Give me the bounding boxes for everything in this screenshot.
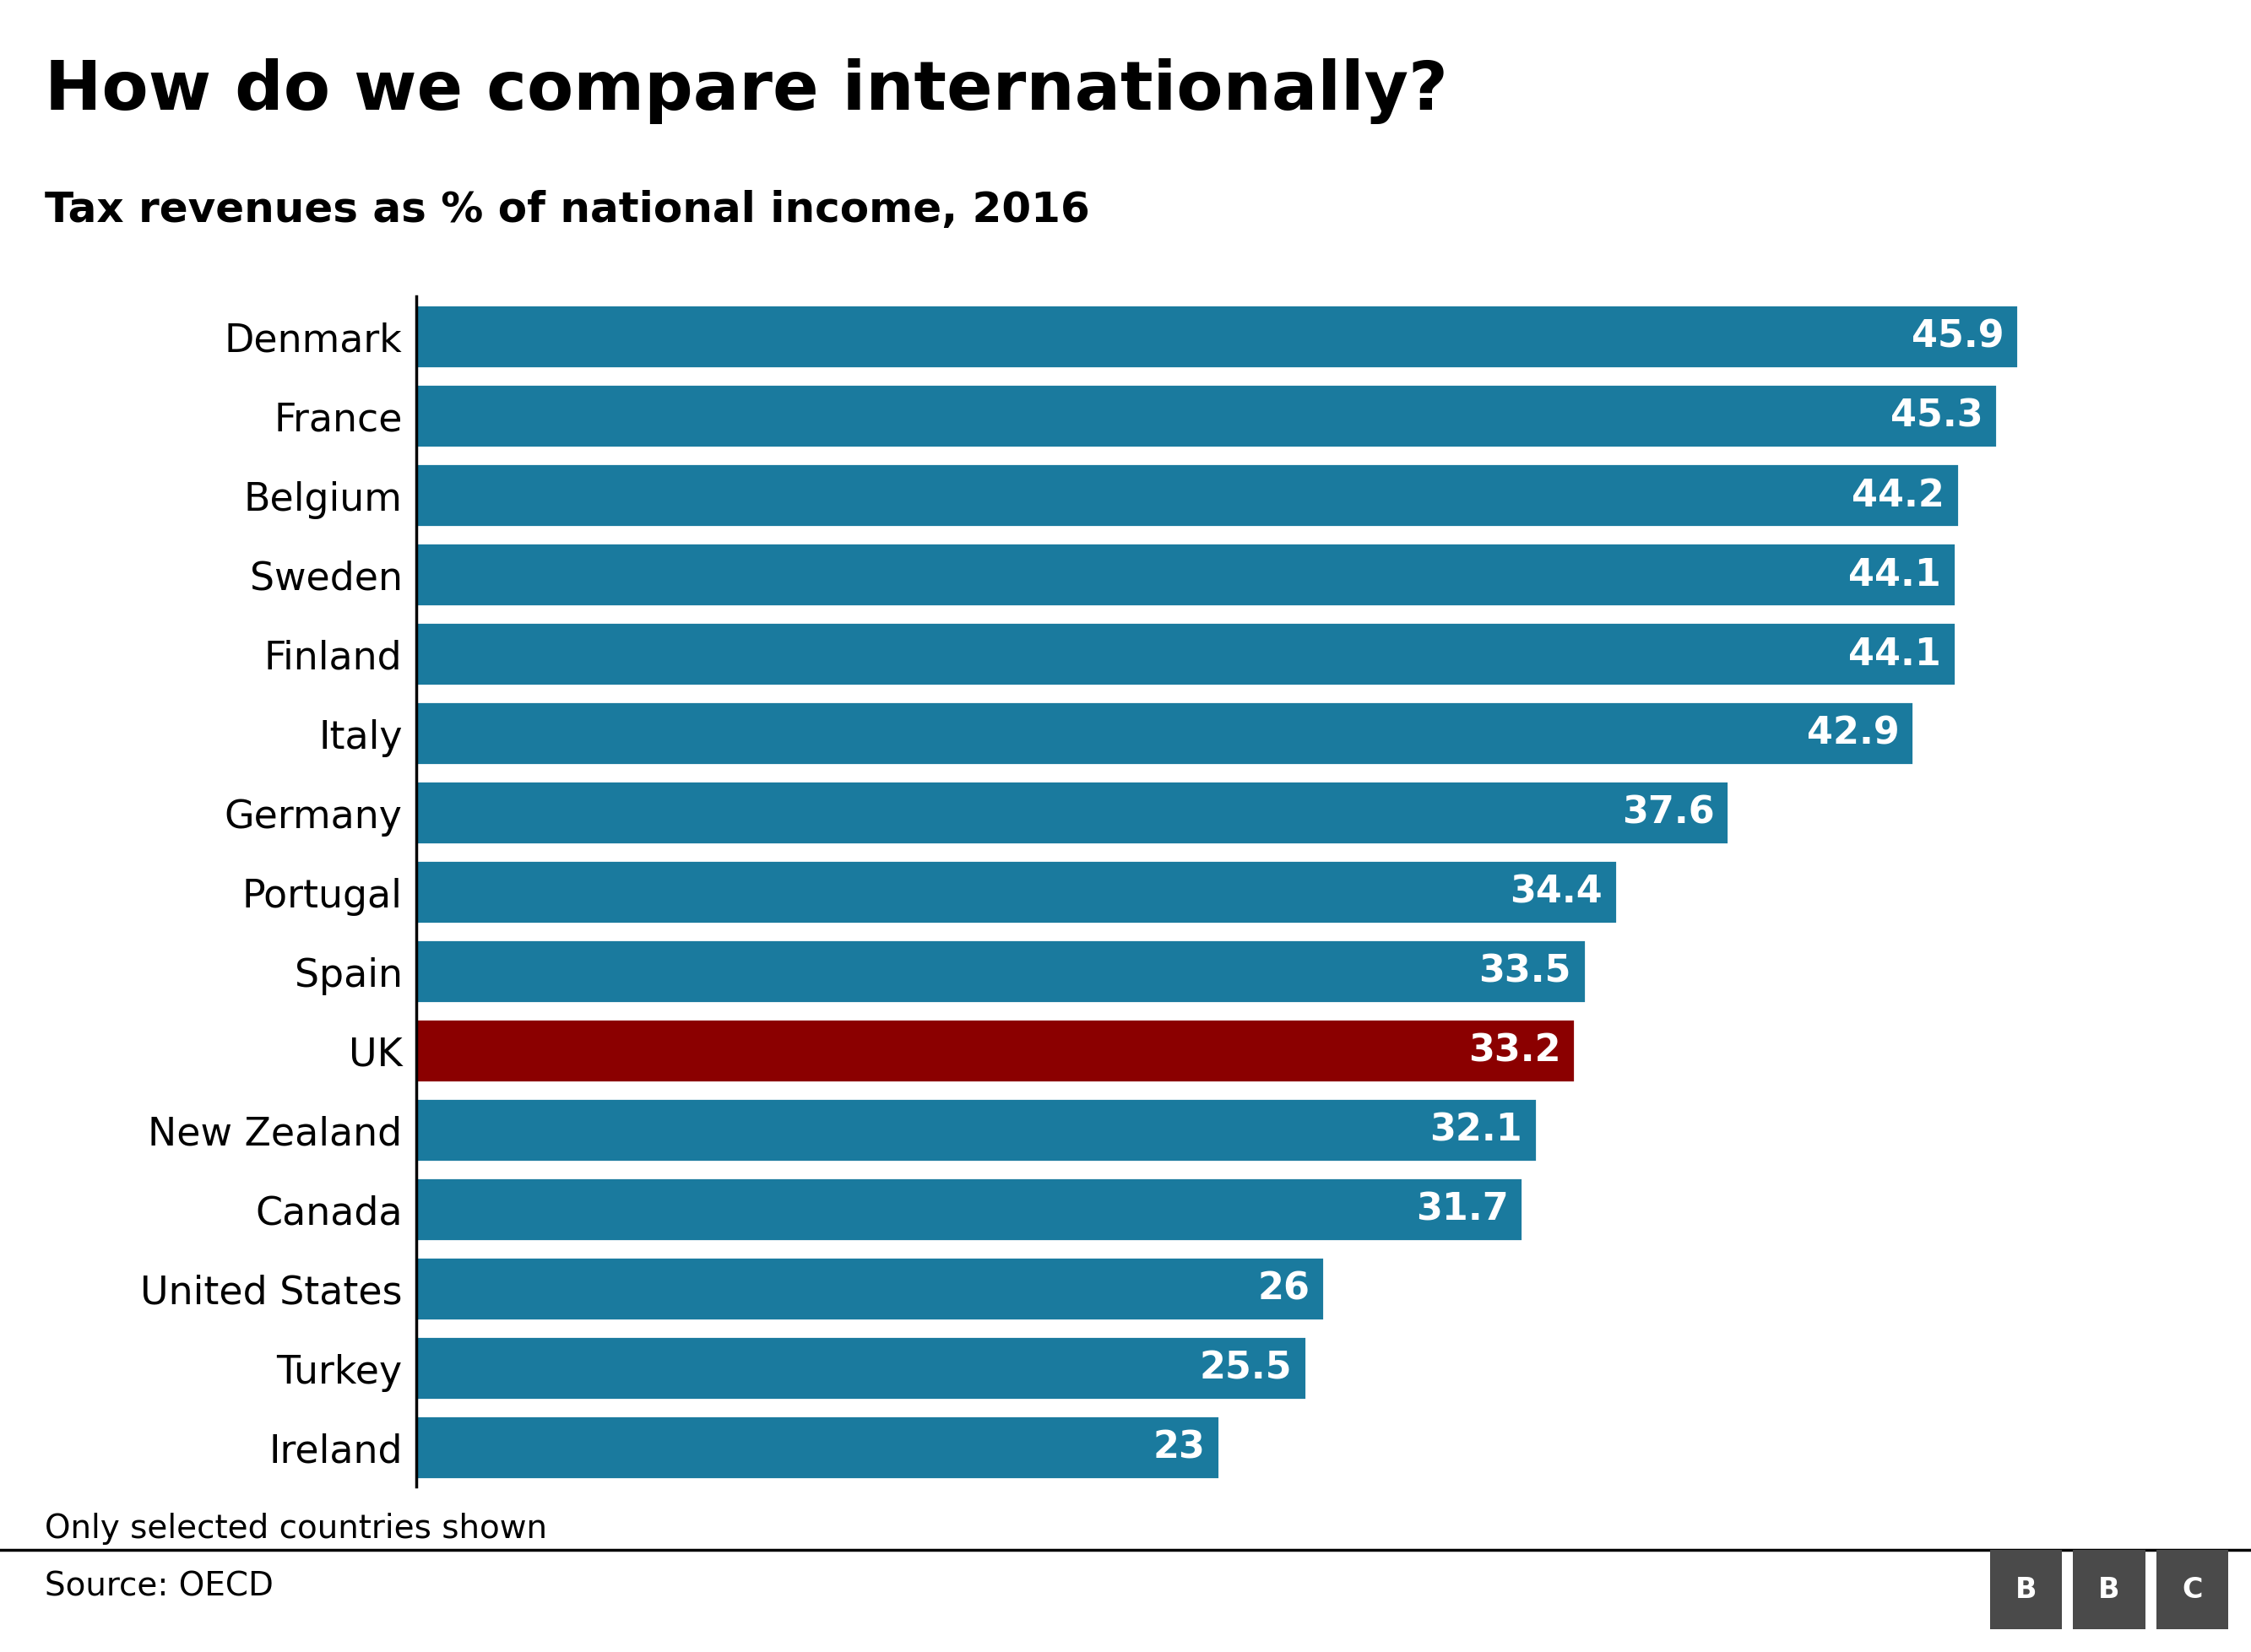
Text: 44.2: 44.2 xyxy=(1853,477,1945,514)
Text: Tax revenues as % of national income, 2016: Tax revenues as % of national income, 20… xyxy=(45,190,1089,231)
Bar xyxy=(416,623,1956,686)
Text: 26: 26 xyxy=(1258,1270,1310,1307)
Text: 44.1: 44.1 xyxy=(1848,557,1940,593)
Text: 23: 23 xyxy=(1153,1429,1204,1465)
Bar xyxy=(416,1019,1576,1082)
Bar xyxy=(416,940,1585,1003)
Text: 25.5: 25.5 xyxy=(1200,1350,1292,1386)
Text: C: C xyxy=(2181,1576,2204,1602)
Text: How do we compare internationally?: How do we compare internationally? xyxy=(45,58,1447,124)
Bar xyxy=(416,1257,1324,1320)
Text: B: B xyxy=(2098,1576,2120,1602)
Bar xyxy=(416,781,1729,844)
Text: 42.9: 42.9 xyxy=(1808,715,1900,752)
Bar xyxy=(416,385,1997,448)
Bar xyxy=(416,1099,1537,1161)
Text: Only selected countries shown: Only selected countries shown xyxy=(45,1512,547,1543)
Bar xyxy=(416,1178,1522,1241)
Text: 33.5: 33.5 xyxy=(1479,953,1571,990)
Text: 44.1: 44.1 xyxy=(1848,636,1940,672)
Bar xyxy=(416,1336,1306,1399)
Bar xyxy=(416,306,2017,368)
Bar xyxy=(416,544,1956,606)
Text: B: B xyxy=(2015,1576,2037,1602)
Text: 32.1: 32.1 xyxy=(1429,1112,1522,1148)
Text: 37.6: 37.6 xyxy=(1621,795,1715,831)
Bar xyxy=(416,1416,1220,1479)
Text: 34.4: 34.4 xyxy=(1510,874,1603,910)
Text: 45.3: 45.3 xyxy=(1891,398,1983,434)
Bar xyxy=(416,464,1958,527)
Bar xyxy=(416,702,1913,765)
Text: 31.7: 31.7 xyxy=(1416,1191,1508,1227)
Text: Source: OECD: Source: OECD xyxy=(45,1569,275,1601)
Text: 33.2: 33.2 xyxy=(1468,1032,1560,1069)
Bar xyxy=(416,861,1616,923)
Text: 45.9: 45.9 xyxy=(1911,319,2003,355)
